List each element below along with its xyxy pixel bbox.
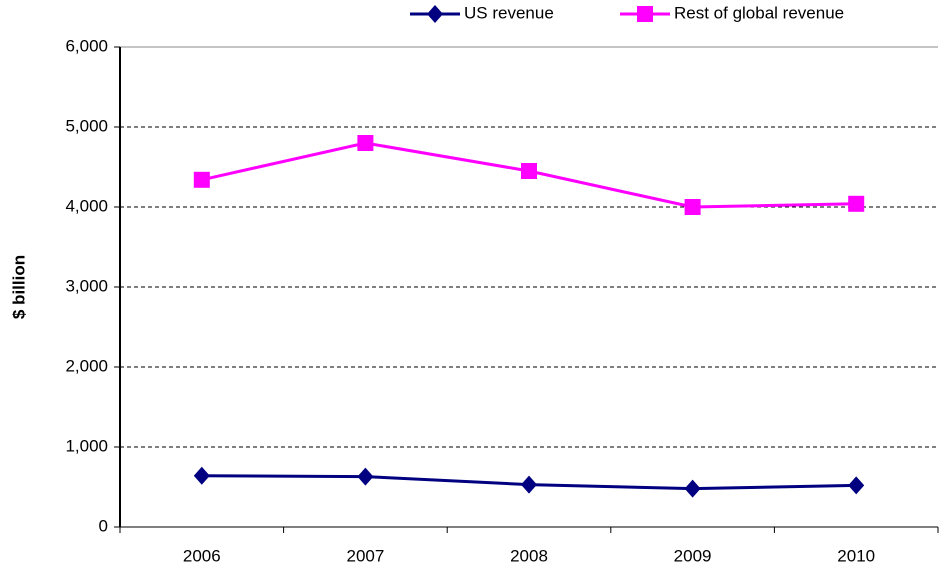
data-point	[357, 135, 374, 151]
x-tick-label: 2008	[510, 546, 548, 565]
x-tick-label: 2006	[183, 546, 221, 565]
legend-marker	[637, 6, 653, 22]
legend-label: US revenue	[464, 3, 554, 22]
y-tick-label: 4,000	[65, 196, 108, 215]
data-point	[193, 171, 210, 188]
y-tick-label: 1,000	[65, 436, 108, 455]
data-point	[521, 163, 537, 179]
data-point	[848, 195, 865, 212]
x-tick-label: 2010	[837, 546, 875, 565]
data-point	[357, 467, 374, 486]
data-point	[521, 475, 537, 494]
data-point	[684, 199, 701, 215]
y-tick-label: 3,000	[65, 276, 108, 295]
x-tick-label: 2009	[674, 546, 712, 565]
y-axis-label: $ billion	[9, 255, 28, 319]
data-point	[848, 476, 865, 495]
data-point	[193, 466, 210, 485]
x-tick-label: 2007	[346, 546, 384, 565]
y-tick-label: 2,000	[65, 356, 108, 375]
y-tick-label: 0	[99, 516, 108, 535]
data-point	[684, 479, 701, 498]
legend-marker	[427, 5, 443, 23]
legend-label: Rest of global revenue	[674, 3, 844, 22]
y-tick-label: 6,000	[65, 36, 108, 55]
y-tick-label: 5,000	[65, 116, 108, 135]
